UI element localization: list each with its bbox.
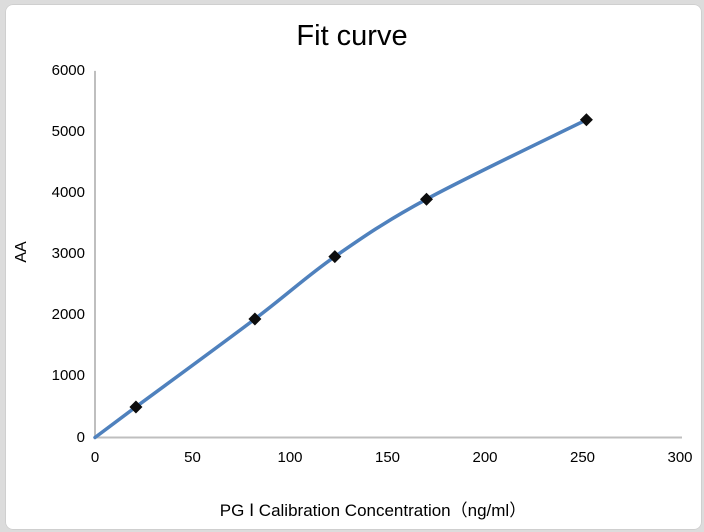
fit-curve-line: [93, 118, 589, 440]
data-point-marker: [248, 312, 262, 326]
x-axis-title: PG Ⅰ Calibration Concentration（ng/ml）: [219, 501, 527, 520]
x-tick-label: 250: [569, 449, 596, 466]
x-tick-label: 0: [90, 449, 100, 466]
y-tick-label: 5000: [51, 123, 85, 140]
x-tick-label: 50: [184, 449, 201, 466]
y-tick-label: 4000: [51, 184, 85, 202]
y-tick-label: 3000: [51, 245, 85, 263]
chart-card: [5, 4, 702, 530]
y-tick-label: 2000: [51, 306, 85, 324]
x-tick-label: 150: [374, 449, 401, 466]
x-tick-label: 300: [667, 449, 693, 466]
x-tick-label: 100: [277, 449, 303, 466]
data-point-marker: [579, 113, 593, 127]
x-tick-label: 200: [472, 449, 498, 466]
y-tick-label: 0: [76, 428, 85, 446]
data-point-marker: [420, 192, 433, 206]
data-point-marker: [328, 250, 342, 264]
data-point-marker: [129, 400, 143, 414]
y-tick-label: 1000: [51, 367, 85, 385]
chart-title: Fit curve: [296, 20, 408, 52]
y-tick-label: 6000: [51, 61, 85, 79]
